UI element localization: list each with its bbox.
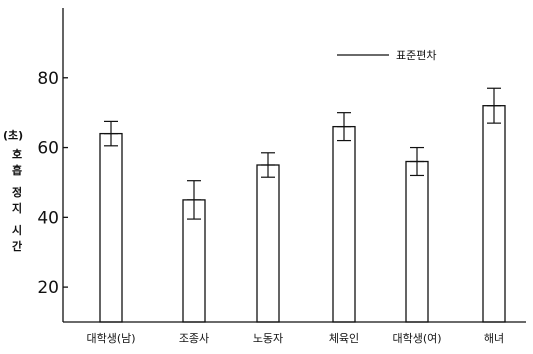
bars xyxy=(99,87,506,323)
y-tick-label: 80 xyxy=(37,69,59,89)
x-tick-label: 대학생(남) xyxy=(86,332,135,345)
x-tick-label: 체육인 xyxy=(329,332,359,345)
y-axis-label-char: 지 xyxy=(12,201,22,215)
y-axis-label-char: 시 xyxy=(12,224,22,237)
y-axis-label-char: 호 xyxy=(12,147,22,161)
axes xyxy=(62,8,526,323)
y-axis-label-char: 간 xyxy=(12,239,22,253)
y-axis-unit: (초) xyxy=(3,129,23,142)
y-axis-label-char: 흡 xyxy=(12,163,22,177)
y-axis-label: (초) 호 흡 정 지 시 간 xyxy=(3,129,23,253)
x-tick-label: 노동자 xyxy=(253,332,283,345)
x-tick-label: 조종사 xyxy=(179,332,209,345)
y-tick-label: 40 xyxy=(37,208,59,228)
y-tick-label: 20 xyxy=(37,278,59,298)
y-ticks: 20 40 60 80 xyxy=(37,69,68,298)
bar xyxy=(99,132,123,323)
x-tick-label: 해녀 xyxy=(484,331,504,345)
y-axis-label-char: 정 xyxy=(12,185,22,199)
x-tick-label: 대학생(여) xyxy=(392,332,441,345)
y-tick-label: 60 xyxy=(37,139,59,159)
bar xyxy=(256,164,280,323)
bar xyxy=(482,105,506,323)
bar xyxy=(332,125,356,323)
legend: 표준편차 xyxy=(337,49,436,62)
bar xyxy=(405,160,429,323)
x-tick-labels: 대학생(남) 조종사 노동자 체육인 대학생(여) 해녀 xyxy=(86,331,504,345)
legend-label: 표준편차 xyxy=(396,49,436,62)
